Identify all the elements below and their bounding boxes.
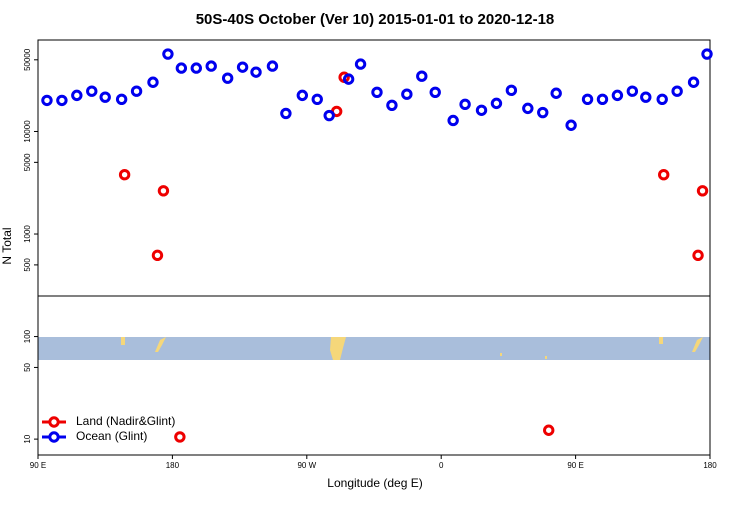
plot-frame xyxy=(37,39,711,456)
point xyxy=(266,60,279,72)
y-tick-label: 50000 xyxy=(23,48,32,71)
x-tick-label: 90 E xyxy=(567,461,583,470)
x-tick-label: 90 W xyxy=(297,461,316,470)
y-tick-label: 10 xyxy=(23,434,32,443)
point xyxy=(692,249,704,262)
point xyxy=(99,91,111,103)
point xyxy=(401,88,413,100)
point xyxy=(687,76,700,88)
legend-label: Land (Nadir&Glint) xyxy=(76,414,175,428)
y-tick-label: 1000 xyxy=(23,225,32,243)
point xyxy=(323,109,335,122)
point xyxy=(342,73,355,85)
point xyxy=(386,99,398,112)
y-tick-label: 500 xyxy=(23,258,32,272)
point xyxy=(354,58,367,70)
point xyxy=(581,93,594,105)
point xyxy=(205,60,217,72)
point xyxy=(671,85,683,97)
point xyxy=(640,91,652,103)
point xyxy=(221,72,234,84)
point xyxy=(490,97,503,110)
point xyxy=(157,185,170,197)
point xyxy=(596,93,609,105)
point xyxy=(475,104,488,116)
point xyxy=(550,87,562,99)
point xyxy=(280,107,292,120)
point xyxy=(236,61,249,73)
point xyxy=(174,431,186,443)
y-tick-label: 100 xyxy=(23,329,32,343)
point xyxy=(416,70,428,82)
legend-marker xyxy=(48,416,60,428)
point xyxy=(696,185,709,197)
legend-label: Ocean (Glint) xyxy=(76,429,147,443)
x-tick-label: 0 xyxy=(439,461,444,470)
x-tick-label: 180 xyxy=(703,461,717,470)
map-strip xyxy=(38,337,710,360)
point xyxy=(611,89,624,102)
legend-marker xyxy=(48,431,60,443)
point xyxy=(311,93,323,105)
point xyxy=(71,89,83,102)
point xyxy=(162,48,174,60)
point xyxy=(86,85,98,97)
y-tick-label: 5000 xyxy=(23,153,32,171)
point xyxy=(447,114,459,127)
y-tick-label: 50 xyxy=(23,362,32,371)
point xyxy=(505,84,518,97)
point xyxy=(658,168,670,181)
point xyxy=(130,85,143,97)
point xyxy=(147,76,159,88)
y-tick-label: 10000 xyxy=(23,120,32,143)
x-tick-label: 180 xyxy=(166,461,180,470)
x-axis-label: Longitude (deg E) xyxy=(327,476,422,490)
point xyxy=(296,89,309,102)
point xyxy=(543,424,555,436)
point xyxy=(190,62,202,74)
point xyxy=(701,48,713,60)
point xyxy=(115,93,128,105)
y-axis-label: N Total xyxy=(0,227,14,264)
point xyxy=(626,85,639,97)
chart-title: 50S-40S October (Ver 10) 2015-01-01 to 2… xyxy=(196,11,555,28)
point xyxy=(118,168,131,181)
x-tick-label: 90 E xyxy=(30,461,46,470)
land-patches xyxy=(121,337,703,360)
point xyxy=(41,94,53,107)
point xyxy=(175,62,188,74)
point xyxy=(371,86,383,99)
point xyxy=(429,86,441,99)
point xyxy=(522,102,534,115)
point xyxy=(56,94,68,107)
point xyxy=(151,249,164,262)
point xyxy=(250,66,262,78)
point xyxy=(565,119,577,131)
point xyxy=(459,98,471,111)
point xyxy=(537,106,549,119)
point xyxy=(656,93,668,105)
